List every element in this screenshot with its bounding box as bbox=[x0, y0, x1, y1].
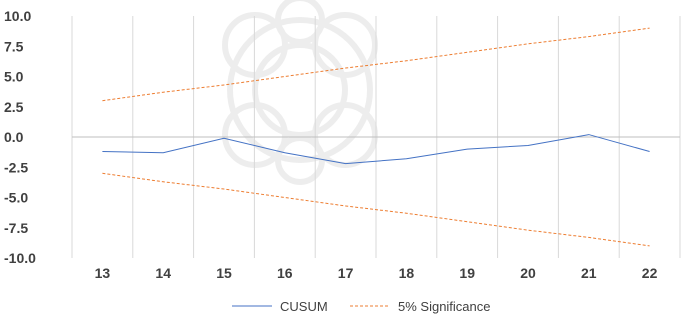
x-tick-label: 18 bbox=[399, 265, 415, 281]
significance-lower-line bbox=[102, 172, 650, 247]
legend-label: CUSUM bbox=[280, 299, 328, 314]
y-tick-label: -5.0 bbox=[4, 190, 28, 206]
y-tick-label: 7.5 bbox=[4, 38, 24, 54]
x-tick-label: 14 bbox=[155, 265, 171, 281]
x-tick-label: 19 bbox=[459, 265, 475, 281]
legend-label: 5% Significance bbox=[398, 299, 491, 314]
x-tick-label: 22 bbox=[642, 265, 658, 281]
y-tick-label: -7.5 bbox=[4, 220, 28, 236]
y-axis-tick-labels: 10.0 7.5 5.0 2.5 0.0 -2.5 -5.0 -7.5 -10.0 bbox=[4, 8, 36, 266]
x-tick-label: 20 bbox=[520, 265, 536, 281]
y-tick-label: -10.0 bbox=[4, 250, 36, 266]
grid-lines bbox=[71, 16, 681, 258]
x-tick-label: 16 bbox=[277, 265, 293, 281]
x-tick-label: 21 bbox=[581, 265, 597, 281]
y-tick-label: -2.5 bbox=[4, 159, 28, 175]
x-axis-tick-labels: 13 14 15 16 17 18 19 20 21 22 bbox=[95, 265, 658, 281]
series-lines bbox=[102, 27, 650, 247]
cusum-line bbox=[102, 134, 650, 165]
watermark-emblem bbox=[222, 0, 378, 185]
x-tick-label: 17 bbox=[338, 265, 354, 281]
x-tick-label: 13 bbox=[95, 265, 111, 281]
5-significance-line bbox=[102, 27, 650, 102]
y-tick-label: 5.0 bbox=[4, 69, 24, 85]
legend: CUSUM 5% Significance bbox=[232, 299, 491, 314]
y-tick-label: 0.0 bbox=[4, 129, 24, 145]
y-tick-label: 10.0 bbox=[4, 8, 31, 24]
y-tick-label: 2.5 bbox=[4, 99, 24, 115]
x-tick-label: 15 bbox=[216, 265, 232, 281]
